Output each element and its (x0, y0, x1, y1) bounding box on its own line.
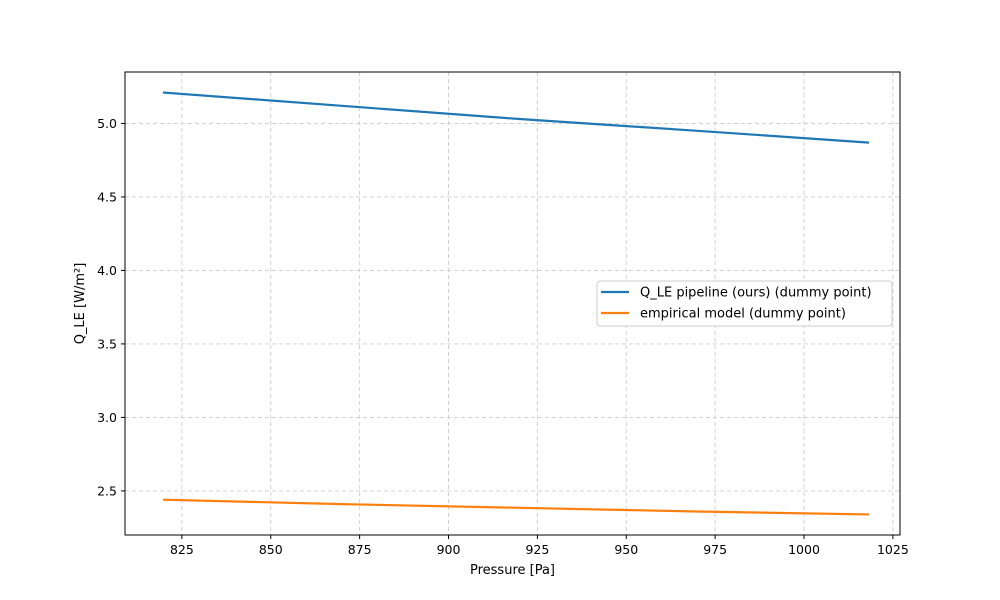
y-tick-label: 3.0 (97, 410, 117, 425)
x-tick-label: 925 (525, 542, 549, 557)
y-tick-label: 3.5 (97, 336, 117, 351)
y-axis-label: Q_LE [W/m²] (73, 263, 88, 345)
legend-box (596, 280, 893, 327)
legend-label: Q_LE pipeline (ours) (dummy point) (640, 286, 872, 301)
series-line-1 (162, 498, 870, 516)
x-tick-label: 825 (170, 542, 194, 557)
x-tick-label: 975 (703, 542, 727, 557)
y-tick-label: 2.5 (97, 483, 117, 498)
x-tick-label: 950 (614, 542, 638, 557)
series-lines (162, 91, 870, 516)
x-axis: 825 850 875 900 925 950 975 1000 1025 (170, 535, 909, 557)
x-tick-label: 850 (259, 542, 283, 557)
x-tick-label: 900 (437, 542, 461, 557)
x-tick-label: 1000 (788, 542, 820, 557)
legend: Q_LE pipeline (ours) (dummy point) empiri… (596, 280, 893, 327)
series-line-0 (162, 91, 870, 144)
y-tick-label: 5.0 (97, 116, 117, 131)
plot-frame (124, 71, 901, 536)
y-tick-label: 4.5 (97, 189, 117, 204)
y-tick-label: 4.0 (97, 263, 117, 278)
x-axis-label: Pressure [Pa] (470, 563, 555, 578)
y-axis: 2.5 3.0 3.5 4.0 4.5 5.0 (97, 116, 125, 498)
legend-label: empirical model (dummy point) (640, 307, 846, 322)
x-tick-label: 1025 (877, 542, 909, 557)
x-tick-label: 875 (348, 542, 372, 557)
